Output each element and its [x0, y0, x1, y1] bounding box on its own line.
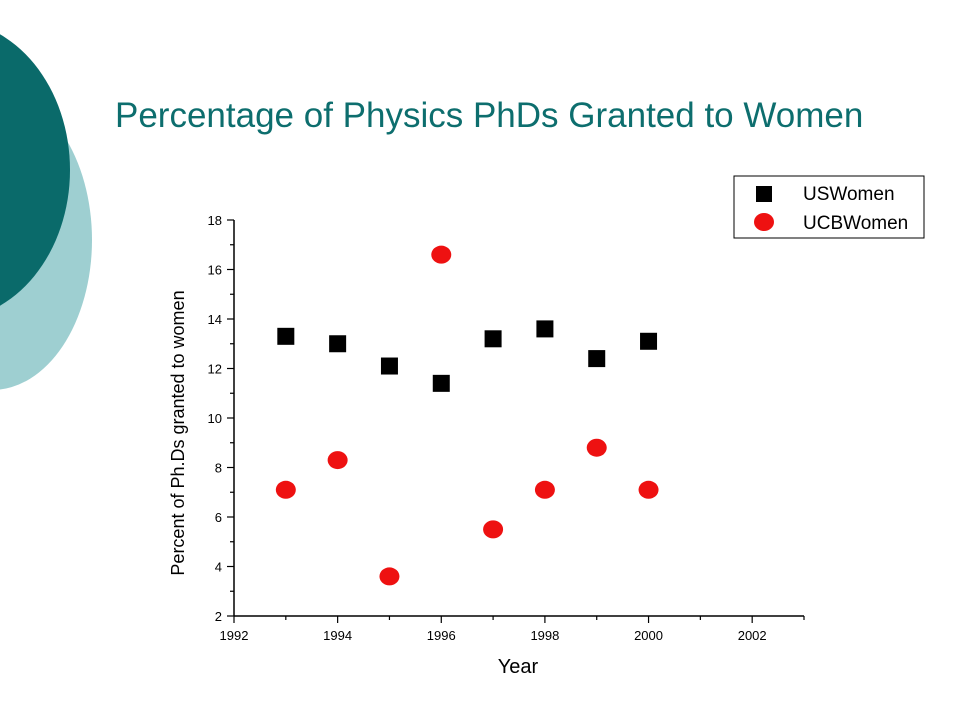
y-tick-label: 4: [215, 560, 222, 575]
x-tick-label: 1998: [530, 628, 559, 643]
slide-decoration: [0, 34, 92, 390]
ucbwomen-point: [275, 480, 296, 499]
uswomen-point: [484, 330, 502, 348]
uswomen-point: [588, 350, 606, 368]
ucbwomen-point: [327, 451, 348, 470]
x-axis-label: Year: [498, 656, 539, 678]
slide-title: Percentage of Physics PhDs Granted to Wo…: [115, 96, 864, 135]
chart-points: [275, 245, 659, 586]
chart-axes: [233, 220, 804, 617]
uswomen-point: [380, 357, 398, 375]
y-tick-label: 2: [215, 609, 222, 624]
x-tick-label: 1994: [323, 628, 352, 643]
chart-tick-labels: 1992 1994 1996 1998 2000 2002 2 4 6 8 10 12 14 16 18: [208, 213, 767, 643]
x-tick-label: 2000: [634, 628, 663, 643]
ucbwomen-point: [483, 520, 504, 539]
chart-ticks: [227, 219, 805, 623]
y-tick-label: 14: [208, 312, 222, 327]
y-tick-label: 18: [208, 213, 222, 228]
x-tick-label: 2002: [738, 628, 767, 643]
y-tick-label: 10: [208, 411, 222, 426]
ucbwomen-point: [534, 480, 555, 499]
x-tick-label: 1992: [220, 628, 249, 643]
uswomen-point: [277, 327, 295, 345]
ucbwomen-point: [638, 480, 659, 499]
ucbwomen-point: [586, 438, 607, 457]
legend-label-ucbwomen: UCBWomen: [803, 213, 908, 234]
uswomen-point: [329, 335, 347, 353]
legend-marker-ucbwomen: [754, 213, 774, 231]
uswomen-point: [432, 374, 450, 392]
y-tick-label: 12: [208, 362, 222, 377]
y-tick-label: 8: [215, 461, 222, 476]
x-tick-label: 1996: [427, 628, 456, 643]
y-tick-label: 16: [208, 263, 222, 278]
decoration-dark-circle: [0, 34, 70, 306]
y-axis-label: Percent of Ph.Ds granted to women: [168, 290, 188, 575]
chart-legend: USWomen UCBWomen: [733, 175, 925, 239]
uswomen-point: [536, 320, 554, 338]
legend-marker-uswomen: [756, 186, 772, 202]
legend-label-uswomen: USWomen: [803, 184, 895, 205]
ucbwomen-point: [379, 567, 400, 586]
uswomen-point: [640, 332, 658, 350]
y-tick-label: 6: [215, 510, 222, 525]
ucbwomen-point: [431, 245, 452, 264]
